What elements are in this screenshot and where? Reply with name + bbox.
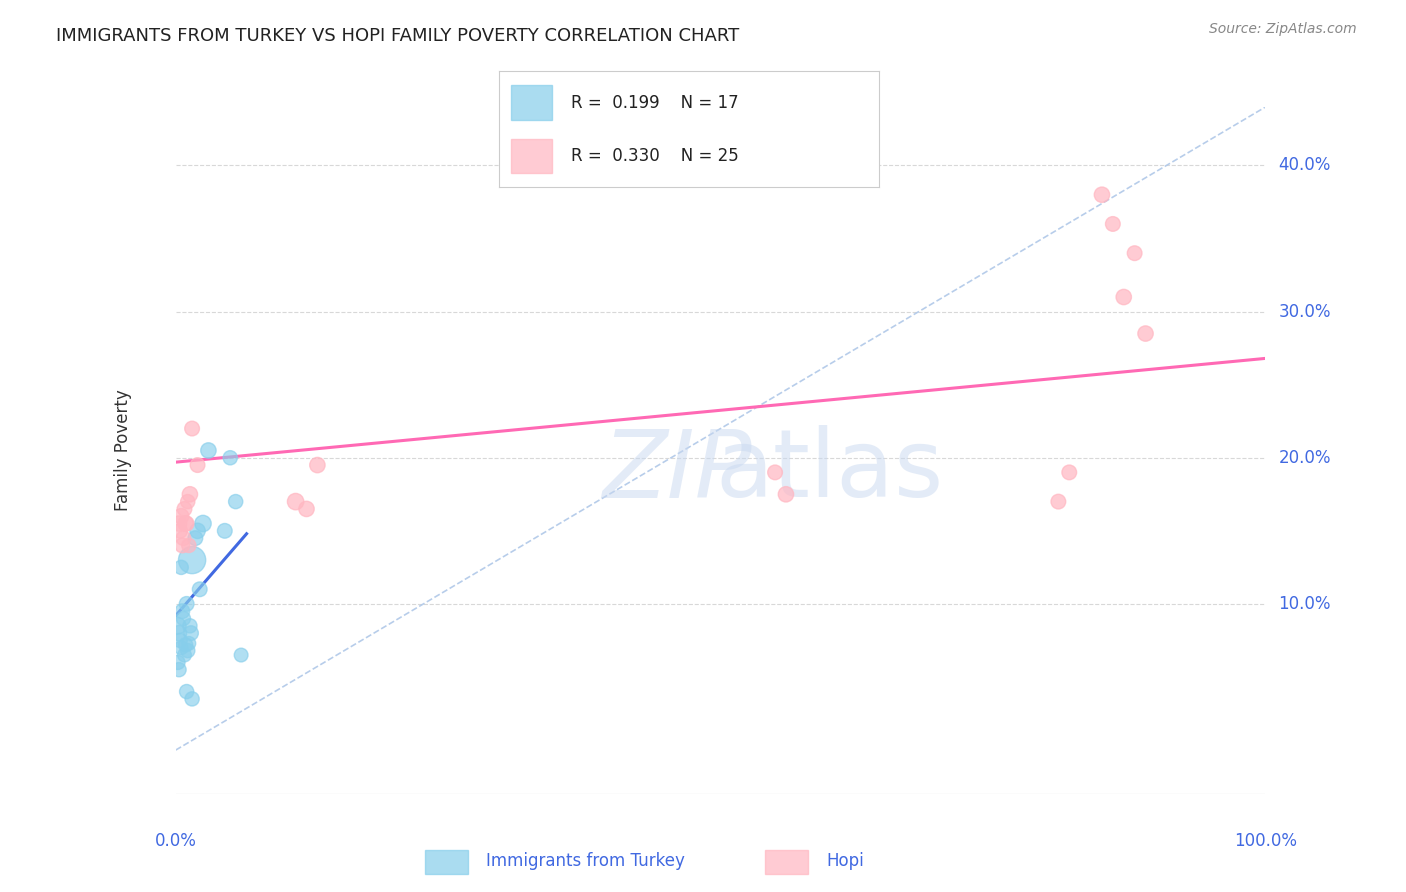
Point — [177, 643, 200, 657]
Point — [181, 692, 204, 706]
Point — [1123, 246, 1146, 260]
Text: 10.0%: 10.0% — [1278, 595, 1331, 613]
Point — [307, 458, 329, 472]
Point — [219, 450, 242, 465]
Point — [176, 684, 198, 698]
Point — [167, 663, 190, 677]
Point — [170, 640, 193, 655]
Text: Hopi: Hopi — [827, 852, 865, 870]
Text: R =  0.330    N = 25: R = 0.330 N = 25 — [571, 147, 740, 165]
Text: 0.0%: 0.0% — [155, 831, 197, 850]
Text: IMMIGRANTS FROM TURKEY VS HOPI FAMILY POVERTY CORRELATION CHART: IMMIGRANTS FROM TURKEY VS HOPI FAMILY PO… — [56, 27, 740, 45]
Point — [284, 494, 307, 508]
Point — [172, 604, 194, 618]
Point — [173, 502, 195, 516]
Point — [1102, 217, 1125, 231]
Point — [172, 531, 194, 545]
Point — [184, 531, 207, 545]
Point — [167, 516, 190, 531]
Point — [763, 466, 786, 480]
Point — [167, 626, 190, 640]
Point — [180, 626, 202, 640]
Point — [177, 494, 200, 508]
Point — [197, 443, 219, 458]
Text: ZIP: ZIP — [602, 425, 752, 516]
Point — [174, 638, 197, 652]
Point — [169, 633, 191, 648]
Point — [295, 502, 318, 516]
Point — [170, 509, 193, 524]
Point — [188, 582, 211, 597]
Point — [174, 516, 197, 531]
Text: Family Poverty: Family Poverty — [114, 390, 132, 511]
Point — [177, 636, 200, 650]
Point — [176, 597, 198, 611]
Point — [231, 648, 253, 662]
Point — [1057, 466, 1080, 480]
Point — [775, 487, 797, 501]
Point — [179, 487, 201, 501]
Point — [1135, 326, 1157, 341]
Point — [1112, 290, 1135, 304]
Point — [172, 611, 194, 625]
Point — [167, 619, 190, 633]
Point — [173, 648, 195, 662]
Point — [167, 656, 190, 670]
Text: Immigrants from Turkey: Immigrants from Turkey — [486, 852, 685, 870]
Point — [169, 524, 191, 538]
Point — [177, 538, 200, 552]
Point — [179, 619, 201, 633]
Text: 20.0%: 20.0% — [1278, 449, 1331, 467]
FancyBboxPatch shape — [765, 849, 808, 874]
Point — [172, 538, 194, 552]
Point — [214, 524, 236, 538]
Point — [1091, 187, 1114, 202]
Text: R =  0.199    N = 17: R = 0.199 N = 17 — [571, 94, 740, 112]
Text: 30.0%: 30.0% — [1278, 302, 1331, 320]
Point — [1047, 494, 1070, 508]
Text: atlas: atlas — [716, 425, 943, 517]
Point — [186, 458, 209, 472]
Point — [170, 560, 193, 574]
Point — [181, 553, 204, 567]
Text: Source: ZipAtlas.com: Source: ZipAtlas.com — [1209, 22, 1357, 37]
FancyBboxPatch shape — [510, 138, 553, 173]
Point — [191, 516, 214, 531]
FancyBboxPatch shape — [425, 849, 468, 874]
Point — [181, 421, 204, 435]
Text: 40.0%: 40.0% — [1278, 156, 1331, 175]
Point — [186, 524, 209, 538]
Text: 100.0%: 100.0% — [1234, 831, 1296, 850]
Point — [225, 494, 247, 508]
FancyBboxPatch shape — [510, 86, 553, 120]
Point — [176, 516, 198, 531]
